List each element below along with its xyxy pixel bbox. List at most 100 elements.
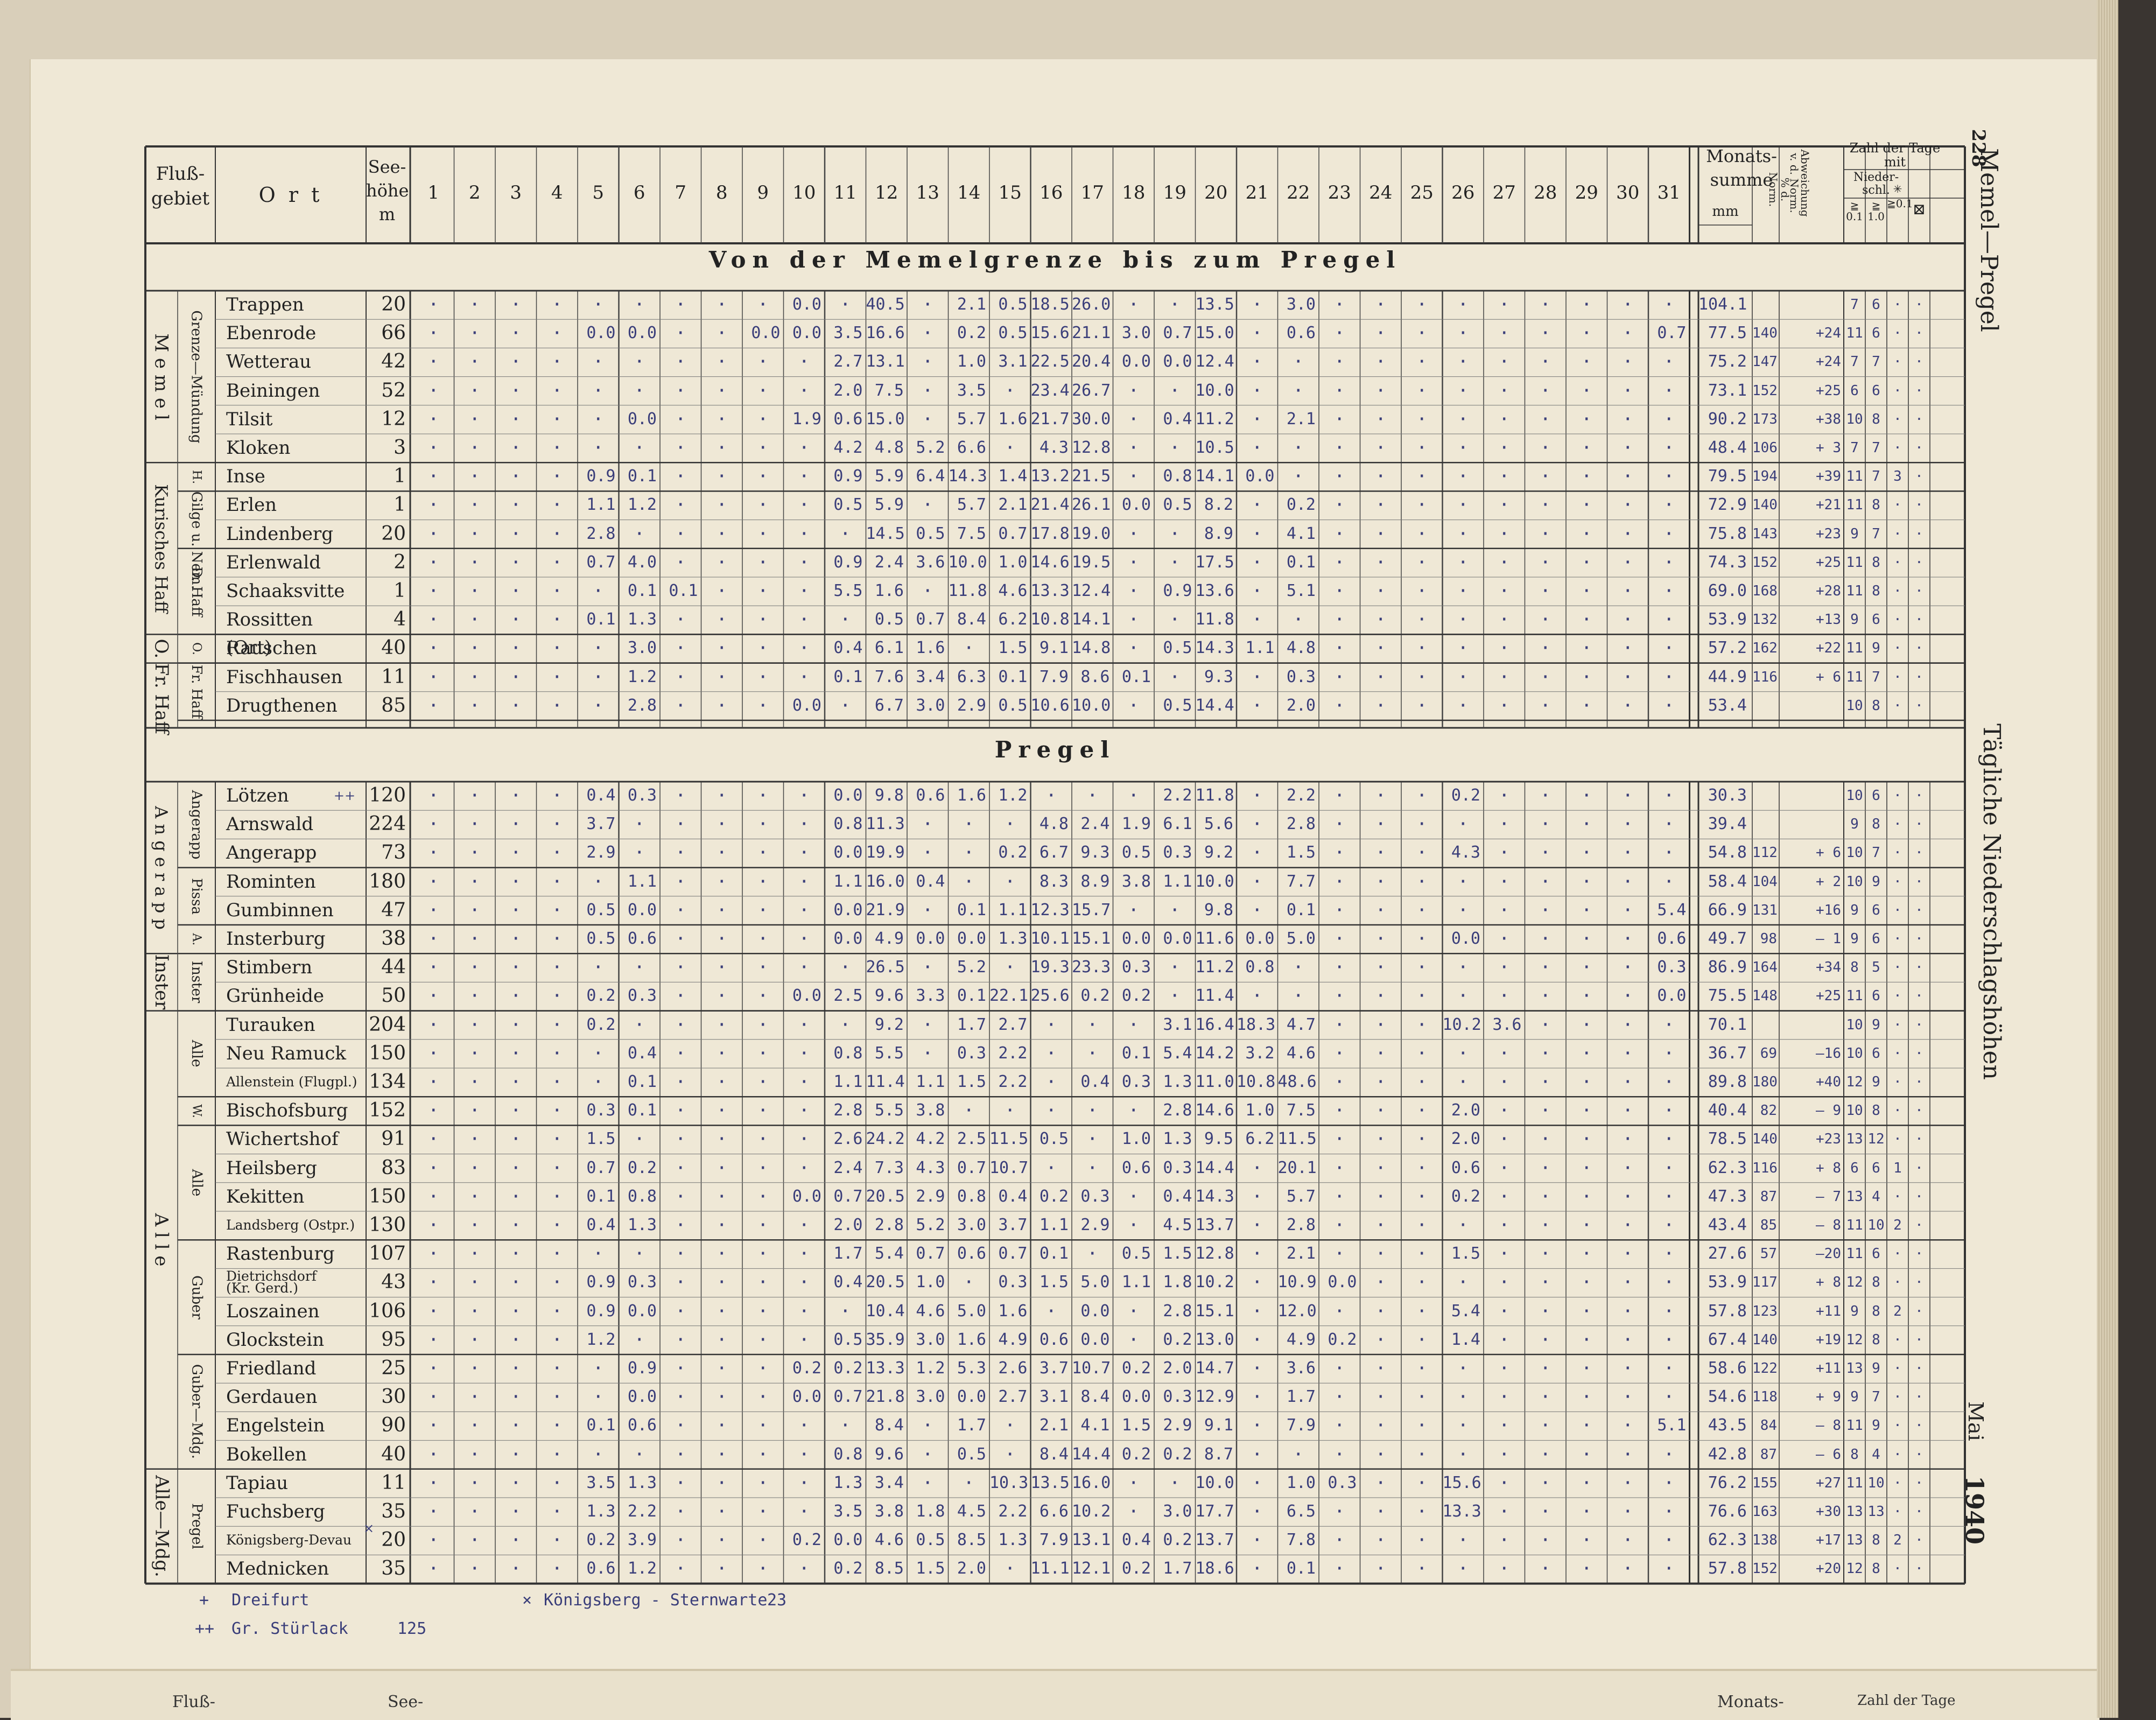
precip-zero-dot: · (551, 466, 563, 488)
deviation-from-norm: +23 (1816, 525, 1841, 542)
monthly-sum: 79.5 (1708, 467, 1747, 486)
precip-zero-dot: · (1499, 666, 1510, 688)
precip-value: 0.5 (833, 1330, 863, 1349)
precip-zero-dot: · (1375, 928, 1386, 950)
precip-value: 2.9 (957, 696, 986, 715)
precip-value: 14.3 (1195, 638, 1234, 658)
precip-zero-dot: · (798, 1443, 810, 1465)
count-ge-10: 4 (1872, 1188, 1880, 1205)
precip-zero-dot: · (1416, 551, 1428, 573)
precip-value: 8.3 (1039, 872, 1069, 891)
count-snow: · (1893, 1561, 1902, 1577)
precip-value: 0.8 (1163, 467, 1192, 486)
precip-value: 4.0 (627, 552, 657, 572)
precip-zero-dot: · (1622, 1472, 1633, 1494)
precip-value: 0.3 (998, 1273, 1028, 1292)
footnote-3-text: Königsberg - Sternwarte (544, 1591, 768, 1610)
precip-value: 0.7 (1163, 324, 1192, 343)
precip-value: 2.0 (833, 1216, 863, 1234)
precip-zero-dot: · (1334, 1558, 1345, 1580)
count-thunder: · (1915, 931, 1923, 947)
day-header-8: 8 (715, 182, 728, 203)
precip-zero-dot: · (1457, 351, 1469, 373)
precip-zero-dot: · (1581, 1042, 1592, 1064)
precip-zero-dot: · (1416, 1128, 1428, 1150)
precip-value: 13.3 (1442, 1502, 1481, 1521)
percent-of-norm: 69 (1760, 1045, 1777, 1062)
page-stack-edge (2097, 0, 2118, 1718)
precip-value: 26.7 (1072, 381, 1111, 400)
deviation-from-norm: +25 (1816, 382, 1841, 399)
precip-zero-dot: · (634, 813, 645, 836)
precip-zero-dot: · (716, 1329, 727, 1351)
precip-zero-dot: · (716, 694, 727, 717)
precip-value: 0.0 (1451, 929, 1480, 948)
precip-value: 14.2 (1195, 1043, 1234, 1063)
percent-of-norm: 112 (1752, 845, 1778, 861)
header-count-ge-10: ≧ 1.0 (1867, 199, 1885, 223)
percent-of-norm: 152 (1752, 554, 1778, 571)
precip-value: 16.0 (1072, 1473, 1111, 1492)
next-page-height-header: See- (388, 1693, 424, 1711)
precip-zero-dot: · (1581, 523, 1592, 545)
precip-zero-dot: · (551, 1185, 563, 1207)
precip-zero-dot: · (757, 609, 769, 631)
precip-zero-dot: · (1622, 551, 1633, 573)
precip-zero-dot: · (1252, 1443, 1263, 1465)
precip-value: 0.4 (586, 786, 616, 805)
deviation-from-norm: – 6 (1816, 1446, 1841, 1463)
precip-zero-dot: · (1416, 957, 1428, 979)
precip-zero-dot: · (716, 1014, 727, 1036)
station-name: Insterburg (226, 928, 326, 950)
precip-zero-dot: · (428, 523, 439, 545)
precip-value: 5.2 (916, 1216, 945, 1234)
precip-zero-dot: · (551, 985, 563, 1007)
precip-zero-dot: · (757, 551, 769, 573)
precip-value: 0.6 (957, 1244, 986, 1263)
precip-value: 4.5 (957, 1502, 986, 1521)
precip-zero-dot: · (1416, 1042, 1428, 1064)
percent-of-norm (1752, 1011, 1777, 1039)
precip-value: 1.1 (1163, 872, 1192, 891)
precip-value: 1.4 (1451, 1330, 1480, 1349)
count-ge-10: 10 (1867, 1475, 1885, 1491)
precip-value: 12.8 (1072, 438, 1111, 457)
precip-value: 14.3 (948, 467, 987, 486)
precip-zero-dot: · (716, 1415, 727, 1437)
station-height: 40 (381, 637, 406, 659)
count-snow: · (1893, 1131, 1902, 1148)
count-snow: · (1893, 583, 1902, 599)
precip-zero-dot: · (1375, 1472, 1386, 1494)
precip-zero-dot: · (551, 957, 563, 979)
monthly-sum: 62.3 (1708, 1531, 1747, 1550)
precip-zero-dot: · (1457, 899, 1469, 921)
precip-zero-dot: · (428, 1529, 439, 1551)
precip-zero-dot: · (1375, 437, 1386, 459)
precip-zero-dot: · (469, 294, 480, 315)
precip-zero-dot: · (675, 928, 686, 950)
precip-zero-dot: · (551, 294, 563, 315)
precip-value: 0.2 (1163, 1444, 1192, 1464)
count-thunder: · (1915, 1188, 1923, 1205)
precip-value: 3.0 (957, 1216, 986, 1234)
precip-value: 0.2 (833, 1359, 863, 1378)
precip-zero-dot: · (593, 666, 604, 688)
precip-value: 9.6 (874, 986, 904, 1006)
precip-zero-dot: · (1375, 1529, 1386, 1551)
monthly-sum: 66.9 (1708, 900, 1747, 919)
precip-zero-dot: · (551, 899, 563, 921)
precip-zero-dot: · (757, 294, 769, 315)
precip-value: 7.9 (1286, 1416, 1316, 1435)
precip-value: 0.7 (916, 1244, 945, 1263)
precip-value: 0.3 (1163, 1387, 1192, 1407)
precip-zero-dot: · (1622, 957, 1633, 979)
precip-zero-dot: · (1499, 1358, 1510, 1379)
precip-value: 13.1 (866, 352, 905, 371)
station-height: 1 (394, 580, 406, 602)
percent-of-norm (1752, 810, 1777, 838)
count-ge-01: 12 (1846, 1074, 1863, 1090)
precip-zero-dot: · (1169, 551, 1181, 573)
precip-value: 2.0 (833, 381, 863, 400)
precip-value: 9.5 (1204, 1129, 1233, 1149)
precip-value: 5.4 (1163, 1043, 1192, 1063)
